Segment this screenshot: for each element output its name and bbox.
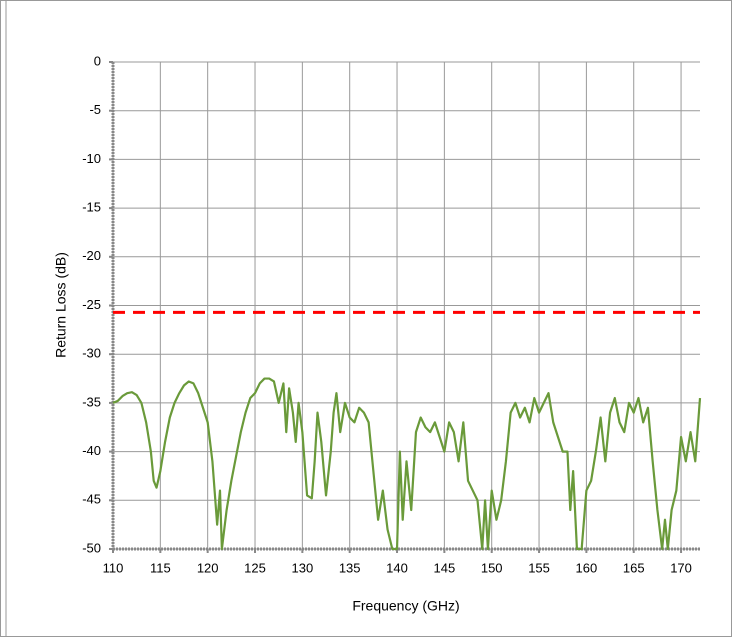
y-tick-label: -30 <box>82 346 101 361</box>
x-tick-label: 155 <box>528 560 550 575</box>
x-tick-label: 110 <box>103 560 124 575</box>
y-tick-label: -35 <box>82 394 101 409</box>
x-tick-label: 150 <box>481 560 503 575</box>
x-tick-label: 145 <box>434 560 456 575</box>
y-tick-label: -50 <box>82 540 101 555</box>
x-tick-label: 170 <box>670 560 692 575</box>
x-tick-label: 140 <box>386 560 408 575</box>
x-axis-label: Frequency (GHz) <box>352 598 459 614</box>
y-axis-label: Return Loss (dB) <box>53 252 69 358</box>
x-tick-label: 125 <box>244 560 266 575</box>
x-tick-label: 160 <box>576 560 598 575</box>
x-tick-label: 115 <box>150 560 171 575</box>
series-line <box>112 377 702 551</box>
x-tick-label: 165 <box>623 560 645 575</box>
y-tick-label: -10 <box>82 151 101 166</box>
y-tick-label: -40 <box>82 443 101 458</box>
y-tick-label: -15 <box>82 200 101 215</box>
y-tick-label: -25 <box>82 297 101 312</box>
y-tick-label: -45 <box>82 492 101 507</box>
y-tick-label: -5 <box>89 102 101 117</box>
x-tick-label: 130 <box>292 560 314 575</box>
y-tick-label: 0 <box>94 53 101 68</box>
x-tick-label: 120 <box>197 560 219 575</box>
x-tick-label: 135 <box>339 560 361 575</box>
y-tick-label: -20 <box>82 248 101 263</box>
